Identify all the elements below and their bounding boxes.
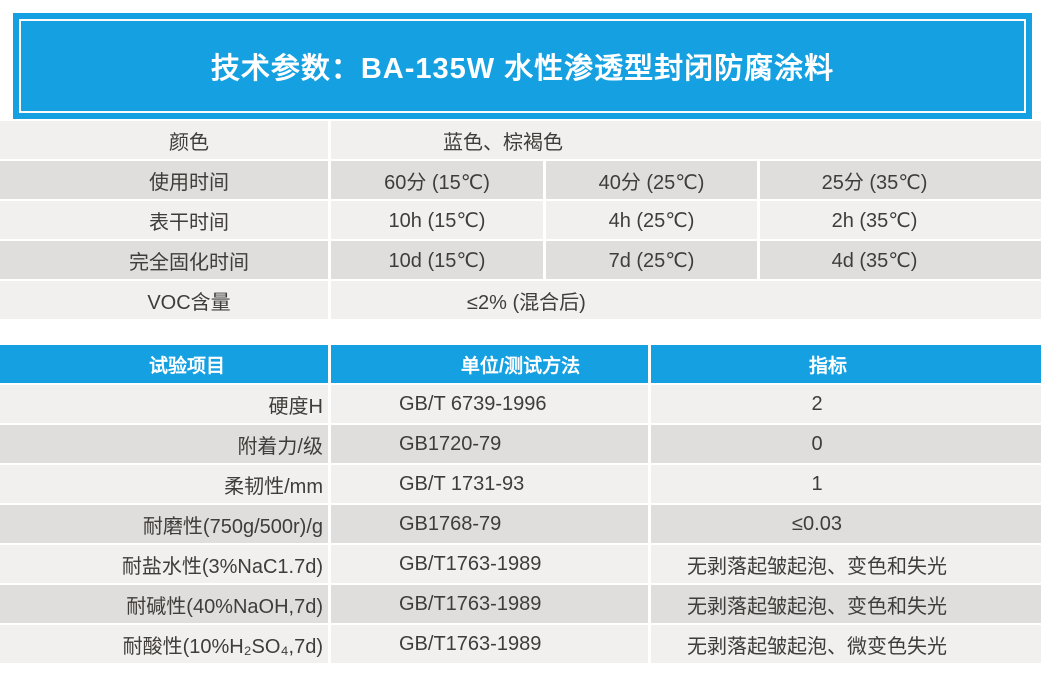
result-cell: 1 bbox=[811, 472, 823, 495]
result-cell: 无剥落起皱起泡、变色和失光 bbox=[687, 595, 947, 618]
param-value-cell: 4d (35℃) bbox=[831, 249, 918, 272]
header-method: 单位/测试方法 bbox=[331, 345, 651, 383]
param-row-color: 颜色 蓝色、棕褐色 bbox=[0, 121, 1041, 161]
test-item-cell: 柔韧性/mm bbox=[0, 465, 331, 503]
test-row-acid: 耐酸性(10%H₂SO₄,7d) GB/T1763-1989 无剥落起皱起泡、微… bbox=[0, 625, 1041, 665]
result-cell: 无剥落起皱起泡、微变色失光 bbox=[687, 635, 947, 658]
param-value-cell: 2h (35℃) bbox=[831, 209, 918, 232]
method-cell: GB/T 6739-1996 bbox=[331, 385, 651, 423]
param-value-cell: ≤2% (混合后) bbox=[467, 291, 586, 314]
method-cell: GB/T1763-1989 bbox=[331, 585, 651, 623]
method-cell: GB1768-79 bbox=[331, 505, 651, 543]
header-test-item: 试验项目 bbox=[0, 345, 331, 383]
test-item-cell: 耐酸性(10%H₂SO₄,7d) bbox=[0, 625, 331, 663]
test-row-abrasion: 耐磨性(750g/500r)/g GB1768-79 ≤0.03 bbox=[0, 505, 1041, 545]
param-value-cell: 25分 (35℃) bbox=[821, 171, 928, 194]
test-item-cell: 耐盐水性(3%NaC1.7d) bbox=[0, 545, 331, 583]
result-cell: 2 bbox=[811, 392, 823, 415]
result-cell: 0 bbox=[811, 432, 823, 455]
param-value-cell: 40分 (25℃) bbox=[546, 161, 760, 199]
param-label-cell: 颜色 bbox=[0, 121, 331, 159]
param-label-cell: VOC含量 bbox=[0, 281, 331, 319]
page-title: 技术参数：BA-135W 水性渗透型封闭防腐涂料 bbox=[210, 53, 835, 85]
param-value-cell: 4h (25℃) bbox=[546, 201, 760, 239]
test-item-cell: 附着力/级 bbox=[0, 425, 331, 463]
test-row-flexibility: 柔韧性/mm GB/T 1731-93 1 bbox=[0, 465, 1041, 505]
header-index: 指标 bbox=[808, 355, 847, 377]
param-label-cell: 完全固化时间 bbox=[0, 241, 331, 279]
param-row-voc: VOC含量 ≤2% (混合后) bbox=[0, 281, 1041, 321]
param-value-cell: 7d (25℃) bbox=[546, 241, 760, 279]
param-value-cell: 60分 (15℃) bbox=[331, 161, 546, 199]
result-cell: ≤0.03 bbox=[792, 512, 842, 535]
title-banner: 技术参数：BA-135W 水性渗透型封闭防腐涂料 bbox=[13, 13, 1032, 119]
param-row-surface-dry: 表干时间 10h (15℃) 4h (25℃) 2h (35℃) bbox=[0, 201, 1041, 241]
param-value-cell: 10d (15℃) bbox=[331, 241, 546, 279]
test-results-table: 试验项目 单位/测试方法 指标 硬度H GB/T 6739-1996 2 附着力… bbox=[0, 345, 1041, 665]
param-row-pot-life: 使用时间 60分 (15℃) 40分 (25℃) 25分 (35℃) bbox=[0, 161, 1041, 201]
test-row-adhesion: 附着力/级 GB1720-79 0 bbox=[0, 425, 1041, 465]
test-row-salt-water: 耐盐水性(3%NaC1.7d) GB/T1763-1989 无剥落起皱起泡、变色… bbox=[0, 545, 1041, 585]
test-item-cell: 耐碱性(40%NaOH,7d) bbox=[0, 585, 331, 623]
test-table-header-row: 试验项目 单位/测试方法 指标 bbox=[0, 345, 1041, 385]
method-cell: GB/T 1731-93 bbox=[331, 465, 651, 503]
result-cell: 无剥落起皱起泡、变色和失光 bbox=[687, 555, 947, 578]
param-label-cell: 使用时间 bbox=[0, 161, 331, 199]
method-cell: GB1720-79 bbox=[331, 425, 651, 463]
param-value-cell: 蓝色、棕褐色 bbox=[443, 131, 563, 154]
test-row-hardness: 硬度H GB/T 6739-1996 2 bbox=[0, 385, 1041, 425]
method-cell: GB/T1763-1989 bbox=[331, 625, 651, 663]
param-value-cell: 10h (15℃) bbox=[331, 201, 546, 239]
method-cell: GB/T1763-1989 bbox=[331, 545, 651, 583]
parameters-table: 颜色 蓝色、棕褐色 使用时间 60分 (15℃) 40分 (25℃) 25分 (… bbox=[0, 121, 1041, 321]
param-label-cell: 表干时间 bbox=[0, 201, 331, 239]
test-item-cell: 耐磨性(750g/500r)/g bbox=[0, 505, 331, 543]
test-row-alkali: 耐碱性(40%NaOH,7d) GB/T1763-1989 无剥落起皱起泡、变色… bbox=[0, 585, 1041, 625]
test-item-cell: 硬度H bbox=[0, 385, 331, 423]
param-row-full-cure: 完全固化时间 10d (15℃) 7d (25℃) 4d (35℃) bbox=[0, 241, 1041, 281]
